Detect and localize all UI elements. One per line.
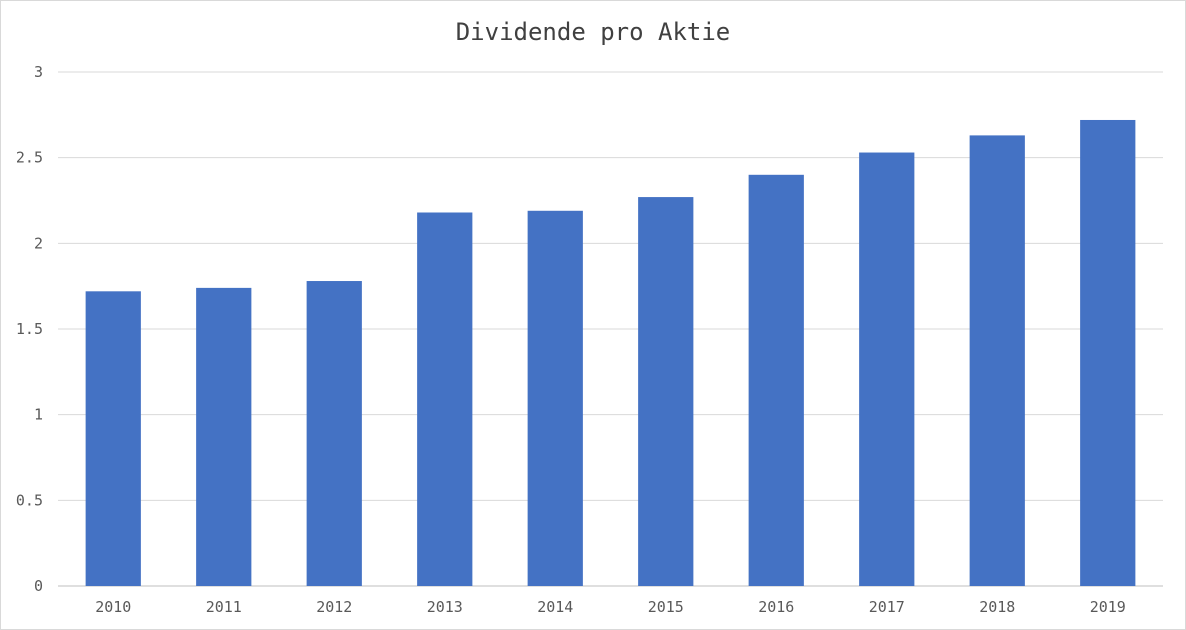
x-tick-label: 2014	[537, 598, 573, 616]
x-tick-label: 2019	[1090, 598, 1126, 616]
x-tick-label: 2010	[95, 598, 131, 616]
bar-2012	[306, 281, 362, 586]
bars	[85, 119, 1136, 587]
bar-2017	[859, 152, 915, 586]
bar-2016	[748, 174, 804, 587]
bar-2015	[638, 197, 694, 586]
x-axis-ticks: 2010 2011 2012 2013 2014 2015 2016 2017 2018 2019	[95, 598, 1126, 616]
y-tick-label: 1.5	[16, 320, 43, 338]
x-tick-label: 2015	[648, 598, 684, 616]
y-tick-label: 0	[34, 577, 43, 595]
x-tick-label: 2011	[206, 598, 242, 616]
bar-2011	[196, 287, 252, 586]
bar-2013	[417, 212, 473, 586]
y-axis-ticks: 0 0.5 1 1.5 2 2.5 3	[16, 63, 43, 595]
bar-2018	[969, 135, 1025, 587]
x-tick-label: 2017	[869, 598, 905, 616]
x-tick-label: 2016	[758, 598, 794, 616]
y-tick-label: 0.5	[16, 491, 43, 509]
x-tick-label: 2018	[979, 598, 1015, 616]
x-tick-label: 2013	[427, 598, 463, 616]
chart-title: Dividende pro Aktie	[456, 18, 731, 46]
y-tick-label: 2	[34, 234, 43, 252]
x-tick-label: 2012	[316, 598, 352, 616]
bar-2014	[527, 210, 583, 586]
y-tick-label: 2.5	[16, 149, 43, 167]
y-tick-label: 3	[34, 63, 43, 81]
bar-2010	[85, 291, 141, 586]
bar-2019	[1080, 119, 1136, 587]
y-tick-label: 1	[34, 406, 43, 424]
